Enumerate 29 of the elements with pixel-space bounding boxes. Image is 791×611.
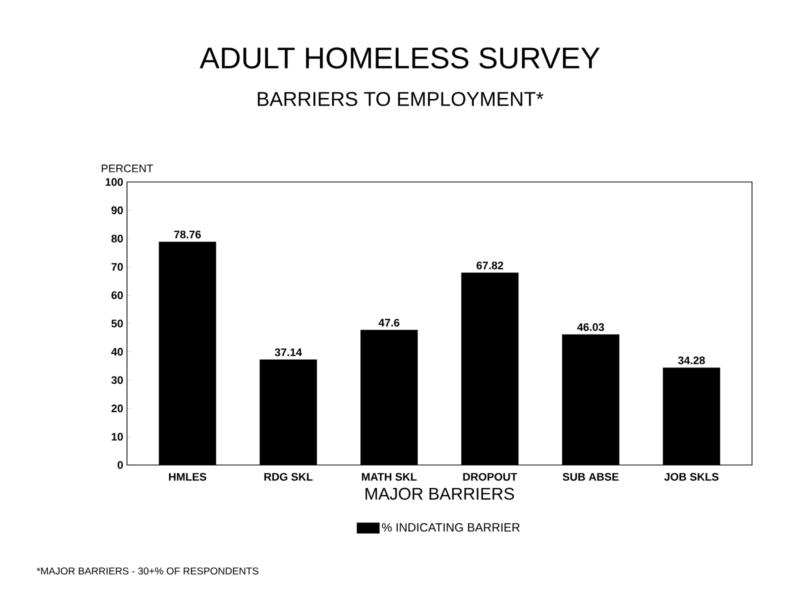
y-tick-label: 20 <box>111 404 123 412</box>
y-axis-title: PERCENT <box>102 164 154 172</box>
x-tick-label: JOB SKLS <box>664 472 718 481</box>
y-tick-label: 0 <box>118 461 123 469</box>
y-tick-label: 90 <box>111 206 123 214</box>
x-axis-title: MAJOR BARRIERS <box>366 488 514 500</box>
data-label: 78.76 <box>174 230 201 238</box>
chart-title: ADULT HOMELESS SURVEY <box>200 47 600 69</box>
data-label: 37.14 <box>274 348 302 356</box>
x-tick-label: HMLES <box>169 472 206 481</box>
y-tick-label: 30 <box>111 376 123 384</box>
x-tick-label: MATH SKL <box>362 472 417 481</box>
chart-subtitle: BARRIERS TO EMPLOYMENT* <box>258 92 544 106</box>
y-tick-label: 100 <box>106 178 123 186</box>
data-label: 34.28 <box>678 356 705 364</box>
text: *MAJOR BARRIERS - 30+% OF RESPONDENTS <box>36 567 258 575</box>
y-tick-label: 10 <box>112 432 123 441</box>
y-tick-label: 50 <box>111 320 123 328</box>
x-tick-label: SUB ABSE <box>562 472 619 481</box>
y-tick-label: 80 <box>111 234 123 242</box>
legend-label: % INDICATING BARRIER <box>382 523 520 532</box>
data-label: 46.03 <box>577 323 604 332</box>
x-tick-label: RDG SKL <box>264 472 313 481</box>
x-tick-label: DROPOUT <box>463 472 518 481</box>
data-label: 47.6 <box>378 318 400 327</box>
y-tick-label: 70 <box>112 263 123 271</box>
y-tick-label: 40 <box>111 348 123 356</box>
data-label: 67.82 <box>476 262 504 270</box>
y-tick-label: 60 <box>112 291 123 300</box>
